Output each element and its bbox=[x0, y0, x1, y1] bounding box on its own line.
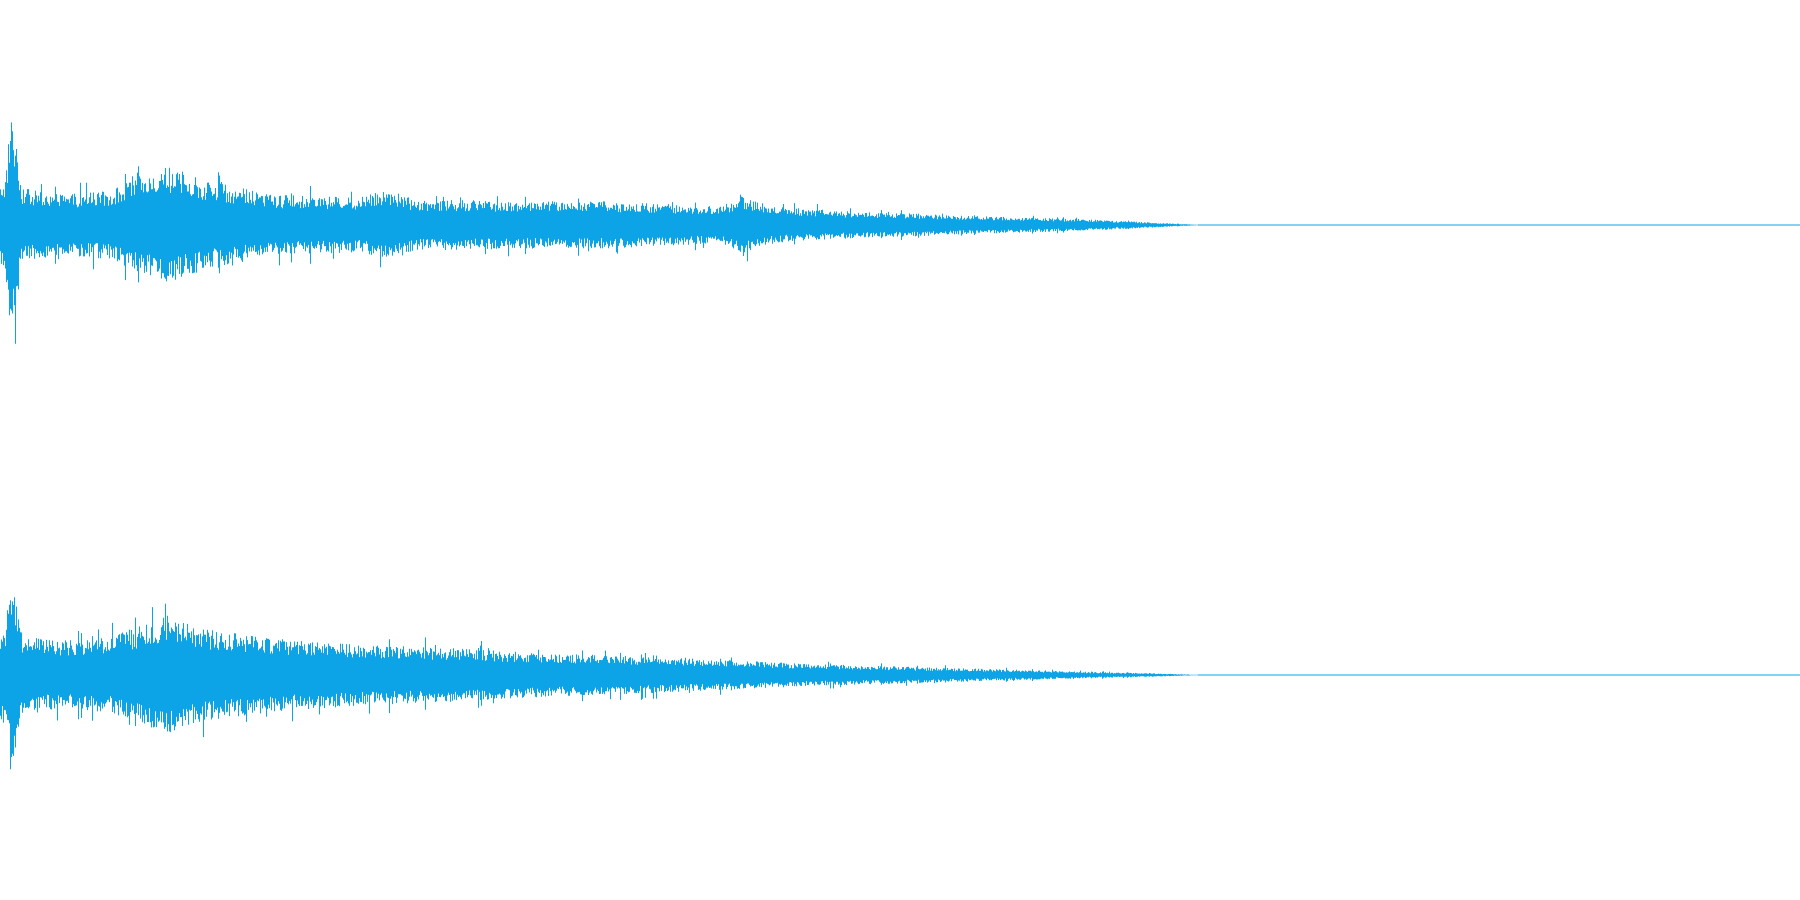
waveform-channel-right bbox=[0, 597, 1800, 770]
waveform-channel-left bbox=[0, 122, 1800, 344]
waveform-channel-left-wave bbox=[0, 122, 1204, 344]
waveform-channel-right-wave bbox=[0, 597, 1204, 770]
